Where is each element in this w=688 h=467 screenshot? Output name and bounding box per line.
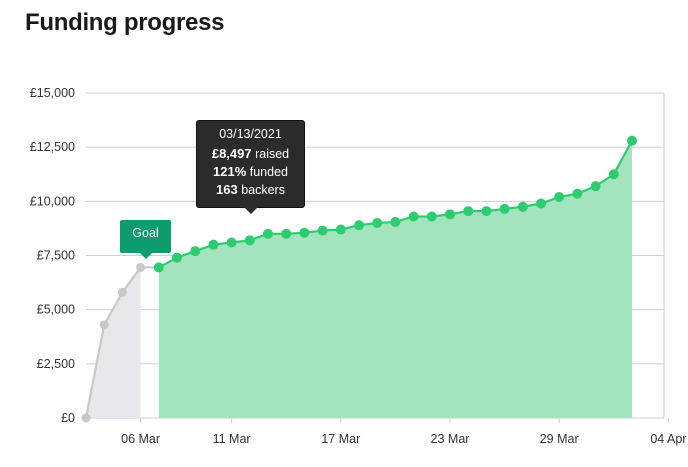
funded-point [335, 224, 346, 235]
tooltip-funded-label: funded [249, 165, 288, 179]
x-tick-label: 11 Mar [213, 432, 251, 446]
funded-area [158, 140, 633, 418]
tooltip-date: 03/13/2021 [219, 127, 282, 141]
y-axis-ticks: £0 £2,500 £5,000 £7,500 £10,000 £12,500 £15,00… [30, 86, 75, 425]
funded-point [244, 235, 255, 246]
funded-point [299, 227, 310, 238]
pre-goal-area [86, 267, 141, 418]
y-tick-label: £7,500 [37, 249, 75, 263]
pre-goal-point [136, 262, 146, 272]
x-tick-label: 17 Mar [321, 432, 360, 446]
y-tick-label: £2,500 [37, 357, 75, 371]
y-tick-label: £0 [61, 411, 75, 425]
x-tick-label: 04 Apr [650, 432, 686, 446]
y-tick-label: £15,000 [30, 86, 75, 100]
funded-point [499, 203, 510, 214]
pre-goal-line [84, 266, 142, 419]
funded-point [572, 188, 583, 199]
x-axis-ticks: 06 Mar 11 Mar 17 Mar 23 Mar 29 Mar 04 Apr [121, 418, 686, 446]
y-tick-label: £5,000 [37, 303, 75, 317]
funded-point [608, 169, 619, 180]
data-points [81, 135, 637, 423]
funded-point [426, 211, 437, 222]
funded-point [463, 206, 474, 217]
y-tick-label: £12,500 [30, 140, 75, 154]
tooltip-raised-value: £8,497 [211, 146, 252, 161]
tooltip-raised: £8,497 raised [197, 145, 304, 163]
funded-point [317, 225, 328, 236]
tooltip-raised-label: raised [255, 147, 290, 161]
funded-point [281, 228, 292, 239]
funded-point [445, 209, 455, 220]
x-tick-label: 06 Mar [121, 432, 160, 446]
funded-point [408, 211, 419, 222]
funded-point [226, 237, 237, 248]
pre-goal-point [99, 320, 109, 330]
funded-point [263, 228, 273, 239]
tooltip-backers-label: backers [241, 183, 285, 197]
funded-point [208, 239, 219, 250]
funded-point [536, 198, 546, 209]
pre-goal-point [81, 413, 91, 423]
goal-marker: Goal [120, 220, 171, 259]
y-tick-label: £10,000 [30, 194, 75, 208]
funded-point [153, 262, 164, 273]
funded-point [627, 135, 637, 146]
tooltip-funded: 121% funded [197, 163, 304, 181]
funded-point [554, 192, 565, 202]
pre-goal-point [117, 287, 127, 297]
goal-pointer [140, 253, 152, 259]
tooltip-backers: 163 backers [197, 181, 304, 199]
funded-point [372, 218, 383, 228]
funded-point [390, 216, 401, 227]
funded-point [190, 246, 201, 257]
goal-label: Goal [132, 226, 159, 240]
x-tick-label: 29 Mar [540, 432, 579, 446]
area-fills [86, 140, 633, 418]
funded-point [590, 181, 601, 192]
data-tooltip: 03/13/2021 £8,497 raised 121% funded 163… [196, 120, 305, 214]
funded-point [354, 220, 364, 231]
tooltip-backers-value: 163 [216, 182, 238, 197]
funded-point [481, 206, 492, 217]
funded-point [172, 252, 182, 263]
tooltip-pointer [244, 207, 258, 214]
tooltip-funded-value: 121% [213, 164, 247, 179]
x-tick-label: 23 Mar [431, 432, 470, 446]
funded-point [517, 201, 528, 212]
page-title: Funding progress [25, 9, 225, 36]
